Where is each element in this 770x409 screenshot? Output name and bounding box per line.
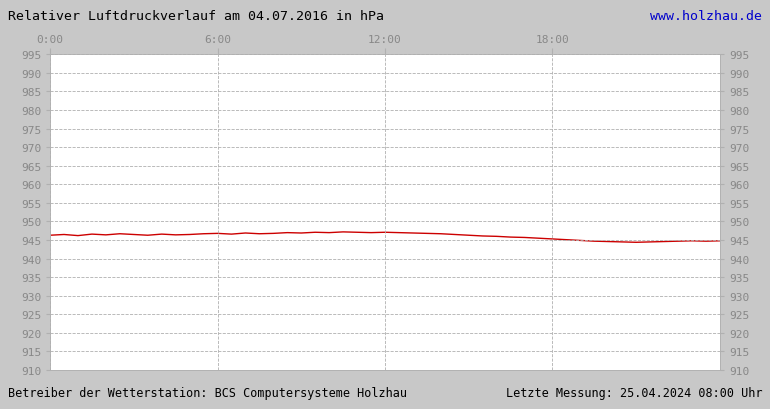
Text: www.holzhau.de: www.holzhau.de xyxy=(651,10,762,23)
Text: Letzte Messung: 25.04.2024 08:00 Uhr: Letzte Messung: 25.04.2024 08:00 Uhr xyxy=(506,386,762,399)
Text: Relativer Luftdruckverlauf am 04.07.2016 in hPa: Relativer Luftdruckverlauf am 04.07.2016… xyxy=(8,10,383,23)
Text: Betreiber der Wetterstation: BCS Computersysteme Holzhau: Betreiber der Wetterstation: BCS Compute… xyxy=(8,386,407,399)
